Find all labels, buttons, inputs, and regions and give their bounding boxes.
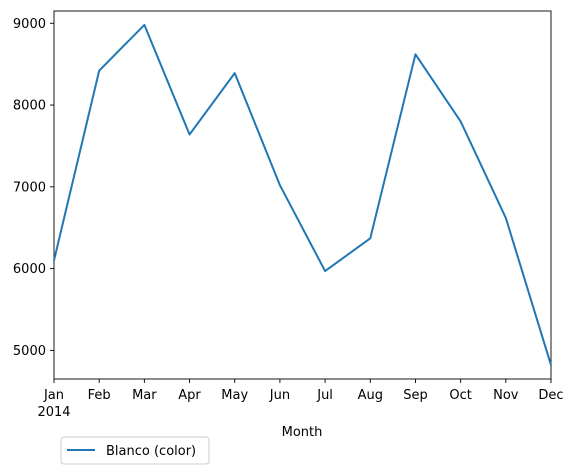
y-tick-label: 7000 [13,180,46,195]
x-tick-label: Feb [88,388,111,403]
x-axis-title: Month [282,425,323,440]
legend-box [60,436,210,465]
legend-label: Blanco (color) [106,444,196,459]
series-layer [53,23,552,366]
y-tick-label: 8000 [13,99,46,114]
x-tick-label: Mar [132,388,157,403]
plot-area [53,10,552,380]
x-tick-label: Jan [43,388,64,403]
x-tick-label: Jun [269,388,290,403]
series-line [53,23,552,366]
x-tick-label: Dec [538,388,563,403]
year-label: 2014 [37,405,70,420]
y-tick-label: 5000 [13,344,46,359]
x-tick-label: Apr [178,388,201,403]
x-tick-label: Oct [449,388,471,403]
x-tick-label: Aug [358,388,383,403]
x-axis: Jan Feb Mar Apr May Jun Jul Aug Sep Oct Nov Dec [43,379,564,403]
y-tick-label: 9000 [13,17,46,32]
x-tick-label: Jul [316,388,333,403]
legend: Blanco (color) [60,436,210,465]
x-tick-label: Nov [493,388,519,403]
x-tick-label: Sep [403,388,428,403]
y-tick-label: 6000 [13,262,46,277]
x-tick-label: May [221,388,248,403]
y-axis: 5000 6000 7000 8000 9000 [13,17,54,359]
